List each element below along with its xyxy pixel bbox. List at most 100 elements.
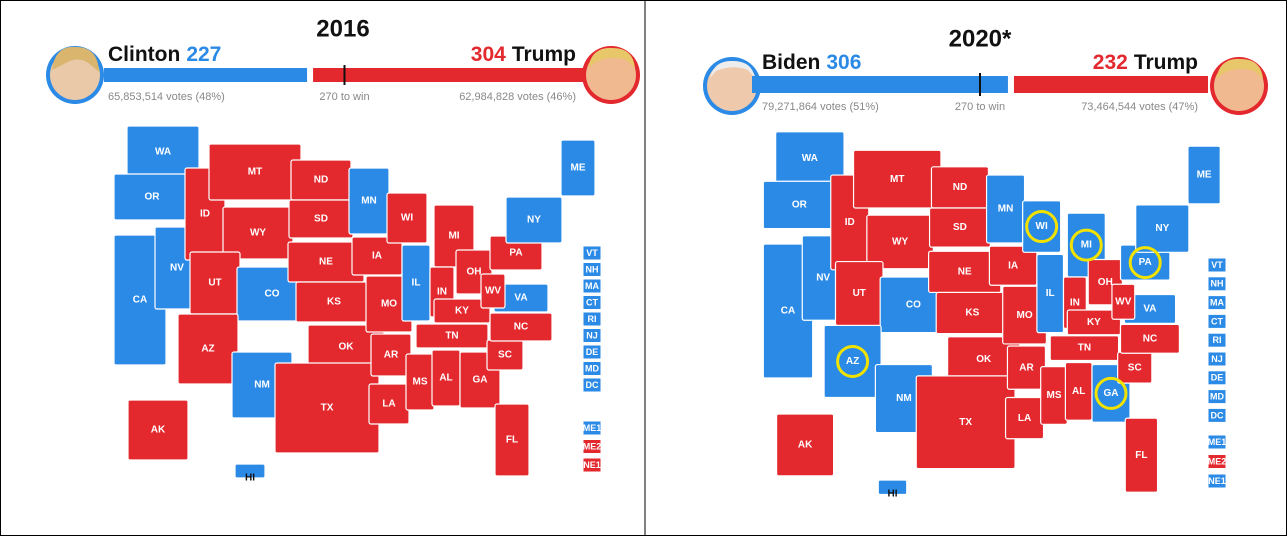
small-state-label: DE bbox=[1211, 373, 1224, 383]
state-label: NY bbox=[527, 215, 541, 226]
state-label: HI bbox=[245, 473, 255, 484]
state-label: SD bbox=[314, 214, 328, 225]
state-label: IL bbox=[1046, 288, 1055, 299]
state-label: IN bbox=[1070, 297, 1080, 308]
state-label: IL bbox=[412, 278, 421, 289]
state-label: GA bbox=[1104, 388, 1119, 399]
state-label: ME bbox=[1197, 170, 1212, 181]
small-state-label: MD bbox=[585, 363, 599, 373]
state-label: WA bbox=[802, 153, 818, 164]
small-state-label: RI bbox=[1213, 335, 1222, 345]
candidate-name-text: Clinton bbox=[108, 43, 180, 66]
state-label: IN bbox=[437, 287, 447, 298]
state-label: AZ bbox=[201, 344, 214, 355]
state-label: AL bbox=[1072, 386, 1085, 397]
small-state-label: MA bbox=[1210, 297, 1224, 307]
state-label: WY bbox=[892, 237, 908, 248]
electoral-bar bbox=[104, 68, 307, 82]
threshold-label: 270 to win bbox=[319, 91, 369, 103]
small-state-label: MA bbox=[585, 281, 599, 291]
state-label: NM bbox=[896, 393, 912, 404]
state-label: CO bbox=[265, 289, 280, 300]
candidate-name: 232Trump bbox=[1093, 51, 1198, 74]
small-state-label: ME2 bbox=[1208, 456, 1227, 466]
state-label: MT bbox=[890, 174, 904, 185]
small-state-label: DC bbox=[586, 380, 599, 390]
candidate-name: Clinton 227 bbox=[108, 43, 221, 66]
state-label: VA bbox=[514, 293, 527, 304]
state-label: NV bbox=[816, 273, 830, 284]
electoral-votes: 227 bbox=[186, 43, 221, 66]
state-label: NM bbox=[254, 380, 270, 391]
state-label: WV bbox=[1115, 296, 1131, 307]
small-state-label: NJ bbox=[586, 330, 598, 340]
small-state-label: CT bbox=[586, 297, 598, 307]
small-state-label: NH bbox=[1211, 279, 1224, 289]
state-label: GA bbox=[473, 375, 488, 386]
state-label: MS bbox=[413, 377, 428, 388]
state-label: KY bbox=[1087, 317, 1101, 328]
state-label: KS bbox=[965, 308, 979, 319]
small-state-label: RI bbox=[588, 314, 597, 324]
state-label: SC bbox=[1128, 362, 1142, 373]
state-label: NE bbox=[319, 257, 333, 268]
state-label: MI bbox=[1081, 240, 1092, 251]
state-label: LA bbox=[382, 399, 395, 410]
state-label: PA bbox=[509, 248, 522, 259]
state-label: KY bbox=[455, 306, 469, 317]
state-label: AZ bbox=[846, 356, 859, 367]
state-label: ND bbox=[953, 182, 967, 193]
small-state-label: VT bbox=[1211, 260, 1223, 270]
state-label: AL bbox=[439, 373, 452, 384]
small-state-label: NE1 bbox=[1208, 476, 1226, 486]
state-label: TX bbox=[321, 403, 334, 414]
state-label: CO bbox=[906, 299, 921, 310]
state-label: OR bbox=[145, 192, 161, 203]
candidate-photo bbox=[582, 46, 640, 104]
state-label: PA bbox=[1139, 257, 1152, 268]
state-label: OK bbox=[976, 354, 992, 365]
state-label: MN bbox=[998, 204, 1014, 215]
state-label: AK bbox=[151, 425, 166, 436]
state-label: CA bbox=[781, 306, 795, 317]
vote-count: 73,464,544 votes (47%) bbox=[1081, 101, 1198, 113]
candidate-name-text: Trump bbox=[512, 43, 576, 66]
small-state-label: DE bbox=[586, 347, 599, 357]
state-label: NV bbox=[170, 263, 184, 274]
state-label: ND bbox=[314, 175, 328, 186]
state-label: CA bbox=[133, 295, 147, 306]
state-label: MT bbox=[248, 167, 262, 178]
small-state-label: VT bbox=[586, 248, 598, 258]
small-state-label: ME1 bbox=[583, 423, 602, 433]
state-label: MS bbox=[1047, 390, 1062, 401]
electoral-bar bbox=[1014, 76, 1208, 93]
threshold-label: 270 to win bbox=[955, 101, 1005, 113]
state-label: WI bbox=[1036, 221, 1048, 232]
state-label: OH bbox=[1098, 277, 1113, 288]
candidate-photo bbox=[46, 46, 104, 104]
state-label: TN bbox=[445, 331, 458, 342]
candidate-name-text: Biden bbox=[762, 51, 820, 74]
electoral-votes: 306 bbox=[826, 51, 861, 74]
state-label: NE bbox=[958, 267, 972, 278]
electoral-bar bbox=[313, 68, 585, 82]
electoral-bar bbox=[752, 76, 1008, 93]
state-label: FL bbox=[1135, 450, 1147, 461]
state-label: ID bbox=[200, 209, 210, 220]
candidate-name: Biden 306 bbox=[762, 51, 861, 74]
candidate-name-text: Trump bbox=[1134, 51, 1198, 74]
state-label: TN bbox=[1078, 343, 1091, 354]
state-label: UT bbox=[208, 278, 221, 289]
small-state-label: NE1 bbox=[583, 460, 601, 470]
state-label: MN bbox=[361, 196, 377, 207]
state-label: OK bbox=[339, 342, 355, 353]
panel-title: 2020* bbox=[949, 25, 1012, 52]
state-label: WV bbox=[485, 286, 501, 297]
state-label: MO bbox=[381, 299, 397, 310]
state-label: NC bbox=[1143, 333, 1157, 344]
small-state-label: MD bbox=[1210, 391, 1224, 401]
state-label: FL bbox=[506, 435, 518, 446]
state-label: KS bbox=[327, 297, 341, 308]
state-label: AK bbox=[798, 440, 813, 451]
